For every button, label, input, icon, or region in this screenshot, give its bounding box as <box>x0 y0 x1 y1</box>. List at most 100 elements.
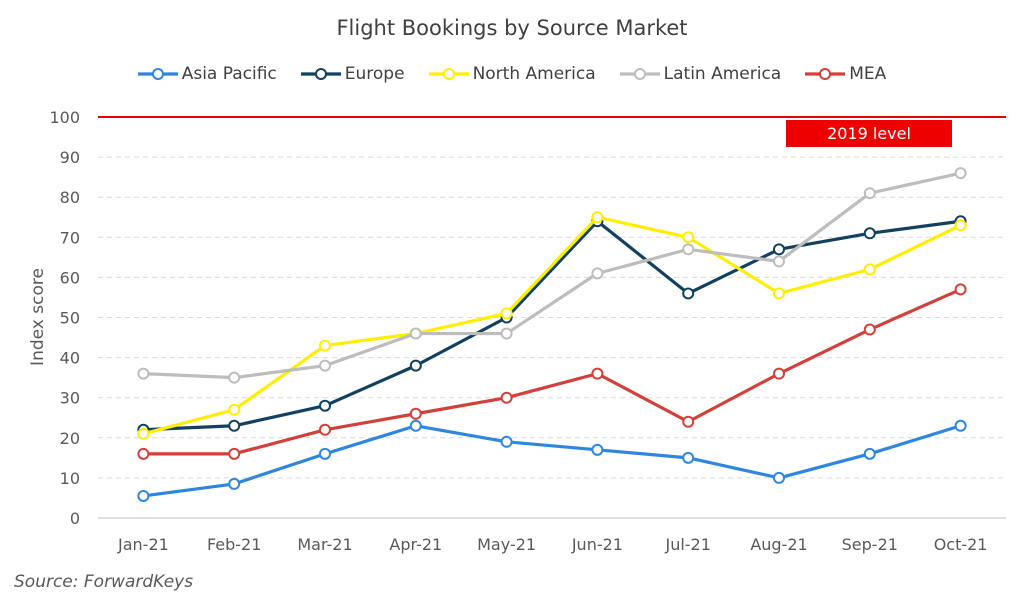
x-tick-label: Jun-21 <box>571 535 623 554</box>
x-axis-ticks: Jan-21 Feb-21 Mar-21 Apr-21 May-21 Jun-21 Jul-… <box>117 535 987 554</box>
series-line <box>143 424 962 498</box>
y-tick-label: 50 <box>60 309 80 328</box>
legend-swatch-marker <box>442 68 455 80</box>
y-tick-label: 20 <box>60 429 80 448</box>
data-point <box>228 477 241 490</box>
series-latin-america <box>137 167 967 384</box>
data-point <box>228 447 241 460</box>
legend-item: North America <box>428 64 596 84</box>
legend-swatch-marker <box>633 68 646 80</box>
data-point <box>409 359 422 372</box>
data-point <box>500 307 513 320</box>
legend-label: MEA <box>849 64 887 84</box>
x-tick-label: Feb-21 <box>207 535 261 554</box>
data-point <box>319 339 331 352</box>
data-point <box>409 419 422 432</box>
series-north-america <box>137 211 967 440</box>
reference-label: 2019 level <box>827 124 911 143</box>
series-mea <box>137 283 967 460</box>
y-tick-label: 0 <box>70 509 80 528</box>
data-point <box>682 451 695 464</box>
reference-label-box <box>786 120 952 147</box>
data-point <box>409 327 422 340</box>
source-note: Source: ForwardKeys <box>14 572 194 592</box>
data-point <box>319 447 331 460</box>
data-point <box>682 415 695 428</box>
y-tick-label: 100 <box>49 108 80 127</box>
x-tick-label: Aug-21 <box>750 535 807 554</box>
x-tick-label: Jan-21 <box>117 535 169 554</box>
data-point <box>863 227 876 240</box>
series-line <box>143 287 962 456</box>
chart-title: Flight Bookings by Source Market <box>336 16 688 40</box>
grid <box>98 156 1006 519</box>
x-tick-label: May-21 <box>477 535 536 554</box>
x-tick-label: Mar-21 <box>297 535 352 554</box>
legend-swatch <box>428 68 469 80</box>
legend-swatch <box>619 68 660 80</box>
data-point <box>591 211 604 224</box>
data-point <box>863 263 876 276</box>
data-point <box>137 427 150 440</box>
data-point <box>228 419 241 432</box>
data-point <box>319 423 331 436</box>
data-point <box>773 367 785 380</box>
series-asia-pacific <box>137 419 967 502</box>
x-tick-label: Oct-21 <box>934 535 988 554</box>
legend-swatch-marker <box>151 68 164 80</box>
legend-label: North America <box>472 64 596 84</box>
legend-item: Latin America <box>619 64 781 84</box>
data-point <box>682 231 695 244</box>
x-tick-label: Sep-21 <box>842 535 898 554</box>
data-point <box>773 287 785 300</box>
legend-item: MEA <box>805 64 886 84</box>
data-point <box>319 359 331 372</box>
x-tick-label: Jul-21 <box>664 535 710 554</box>
y-axis-ticks: 0 10 20 30 40 50 60 70 80 90 100 <box>49 108 80 528</box>
y-tick-label: 60 <box>60 268 80 287</box>
data-point <box>137 489 150 502</box>
data-point <box>137 447 150 460</box>
data-point <box>228 371 241 384</box>
data-point <box>863 323 876 336</box>
data-point <box>319 399 331 412</box>
data-point <box>682 243 695 256</box>
y-tick-label: 40 <box>60 349 80 368</box>
legend: Asia Pacific Europe North America Latin Ame… <box>0 64 1024 84</box>
legend-label: Europe <box>344 64 405 84</box>
series-line <box>143 219 961 432</box>
data-point <box>500 391 513 404</box>
y-tick-label: 10 <box>60 469 80 488</box>
data-point <box>863 187 876 200</box>
data-point <box>591 367 604 380</box>
data-point <box>863 447 876 460</box>
legend-swatch <box>805 68 846 80</box>
data-point <box>682 287 695 300</box>
x-tick-label: Apr-21 <box>389 535 442 554</box>
legend-swatch-marker <box>819 68 832 80</box>
series-line <box>142 215 962 436</box>
data-point <box>954 167 967 180</box>
data-point <box>500 327 513 340</box>
data-point <box>500 435 513 448</box>
series-line <box>143 171 961 380</box>
reference-line-group: 2019 level <box>98 116 1006 147</box>
data-point <box>409 407 422 420</box>
data-point <box>954 219 967 232</box>
data-point <box>773 255 785 268</box>
legend-label: Asia Pacific <box>181 64 277 84</box>
legend-swatch-marker <box>314 68 327 80</box>
data-point <box>591 267 604 280</box>
y-tick-label: 90 <box>60 148 80 167</box>
legend-item: Europe <box>300 64 405 84</box>
y-tick-label: 30 <box>60 389 80 408</box>
series-group <box>137 167 967 502</box>
data-point <box>591 443 604 456</box>
y-axis-label: Index score <box>28 268 48 366</box>
series-europe <box>137 215 967 436</box>
legend-swatch <box>300 68 341 80</box>
data-point <box>228 403 241 416</box>
data-point <box>773 243 785 256</box>
y-tick-label: 80 <box>60 188 80 207</box>
